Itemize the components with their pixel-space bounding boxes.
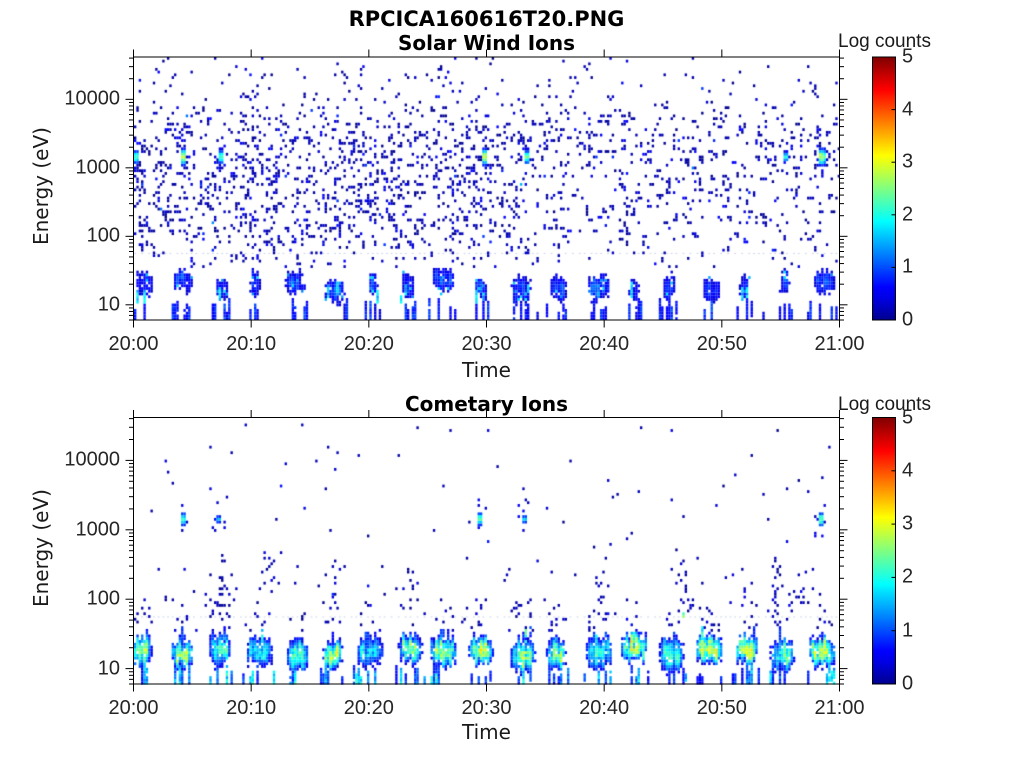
colorbar-tick-label: 4 bbox=[902, 98, 914, 121]
y-tick-label: 10 bbox=[97, 293, 120, 316]
figure-title: RPCICA160616T20.PNG bbox=[348, 7, 625, 31]
y-tick-label: 100 bbox=[86, 587, 120, 610]
colorbar-tick-label: 1 bbox=[902, 619, 914, 642]
x-tick-label: 20:40 bbox=[579, 696, 630, 719]
panel2-heatmap bbox=[133, 417, 840, 685]
colorbar-tick-label: 3 bbox=[902, 512, 914, 535]
x-tick-label: 20:10 bbox=[226, 332, 277, 355]
x-tick-label: 20:20 bbox=[343, 332, 394, 355]
x-tick-label: 20:00 bbox=[108, 696, 159, 719]
x-tick-label: 20:20 bbox=[343, 696, 394, 719]
colorbar-border bbox=[872, 56, 896, 321]
colorbar-tick-label: 2 bbox=[902, 565, 914, 588]
y-tick-label: 100 bbox=[86, 224, 120, 247]
colorbar-tick-label: 2 bbox=[902, 203, 914, 226]
panel2-ylabel: Energy (eV) bbox=[29, 489, 53, 607]
colorbar-tick-label: 1 bbox=[902, 255, 914, 278]
panel2-xlabel: Time bbox=[462, 719, 511, 744]
panel1-xlabel: Time bbox=[462, 358, 511, 382]
colorbar-tick-label: 0 bbox=[902, 672, 914, 695]
x-tick-label: 20:30 bbox=[461, 332, 512, 355]
x-tick-label: 20:00 bbox=[108, 332, 159, 355]
colorbar-border bbox=[872, 417, 896, 685]
colorbar-tick-label: 5 bbox=[902, 406, 914, 428]
y-tick-label: 10 bbox=[97, 657, 120, 680]
x-tick-label: 20:30 bbox=[461, 696, 512, 719]
x-tick-label: 20:40 bbox=[579, 332, 630, 355]
plot-border bbox=[133, 417, 840, 685]
panel1-ylabel: Energy (eV) bbox=[29, 127, 53, 245]
y-tick-label: 10000 bbox=[64, 87, 120, 110]
colorbar-gradient bbox=[872, 57, 896, 320]
plot-border bbox=[133, 56, 840, 321]
x-tick-label: 20:50 bbox=[696, 332, 747, 355]
panel1-heatmap bbox=[133, 57, 840, 320]
colorbar-tick-label: 5 bbox=[902, 45, 914, 68]
panel2-colorbar-label: Log counts bbox=[838, 394, 931, 415]
x-tick-label: 21:00 bbox=[814, 332, 865, 355]
x-tick-label: 21:00 bbox=[814, 696, 865, 719]
x-tick-label: 20:10 bbox=[226, 696, 277, 719]
colorbar-tick-label: 4 bbox=[902, 459, 914, 482]
y-tick-label: 1000 bbox=[75, 518, 121, 541]
y-tick-label: 1000 bbox=[75, 156, 121, 179]
colorbar-tick-label: 3 bbox=[902, 150, 914, 173]
x-tick-label: 20:50 bbox=[696, 696, 747, 719]
colorbar-gradient bbox=[872, 417, 896, 684]
y-tick-label: 10000 bbox=[64, 448, 120, 471]
colorbar-tick-label: 0 bbox=[902, 308, 914, 331]
panel1-colorbar-label: Log counts bbox=[838, 31, 931, 52]
